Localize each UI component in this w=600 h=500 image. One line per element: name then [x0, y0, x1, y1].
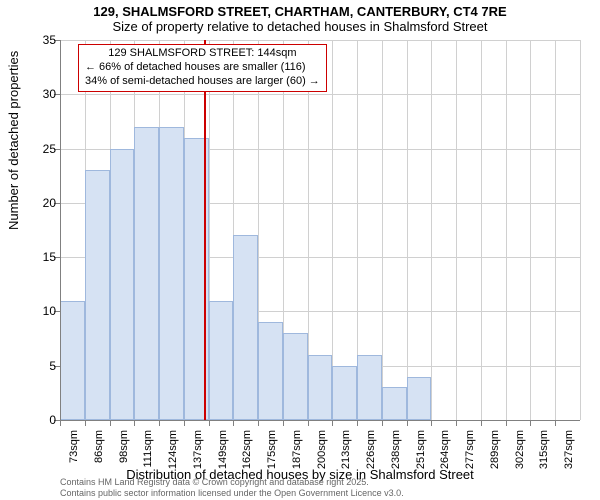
x-tick-label: 111sqm: [142, 430, 154, 480]
grid-line-v: [481, 40, 482, 420]
histogram-bar: [357, 355, 382, 420]
y-tick-label: 35: [43, 33, 56, 47]
annotation-box: 129 SHALMSFORD STREET: 144sqm← 66% of de…: [78, 44, 327, 92]
annotation-line1: 129 SHALMSFORD STREET: 144sqm: [85, 47, 320, 61]
y-tick-label: 10: [43, 304, 56, 318]
y-tick-label: 20: [43, 196, 56, 210]
histogram-bar: [60, 301, 85, 420]
histogram-bar: [308, 355, 333, 420]
grid-line-v: [506, 40, 507, 420]
histogram-bar: [159, 127, 184, 420]
x-tick-label: 251sqm: [415, 430, 427, 480]
y-tick-label: 5: [49, 359, 56, 373]
x-tick-label: 175sqm: [266, 430, 278, 480]
annotation-line3: 34% of semi-detached houses are larger (…: [85, 75, 320, 89]
y-axis-line: [60, 40, 61, 420]
histogram-bar: [85, 170, 110, 420]
x-tick-label: 277sqm: [464, 430, 476, 480]
titles: 129, SHALMSFORD STREET, CHARTHAM, CANTER…: [0, 0, 600, 34]
grid-line-v: [431, 40, 432, 420]
x-tick-label: 302sqm: [514, 430, 526, 480]
footer-line1: Contains HM Land Registry data © Crown c…: [60, 477, 404, 487]
x-tick-label: 149sqm: [217, 430, 229, 480]
y-tick-label: 0: [49, 413, 56, 427]
grid-line-v: [382, 40, 383, 420]
title-sub: Size of property relative to detached ho…: [0, 19, 600, 34]
grid-line-v: [530, 40, 531, 420]
histogram-bar: [258, 322, 283, 420]
x-tick-label: 73sqm: [68, 430, 80, 480]
x-tick-label: 187sqm: [291, 430, 303, 480]
x-axis-line: [60, 420, 580, 421]
x-tick-label: 213sqm: [340, 430, 352, 480]
histogram-bar: [134, 127, 159, 420]
x-tick-label: 137sqm: [192, 430, 204, 480]
histogram-bar: [209, 301, 234, 420]
histogram-bar: [110, 149, 135, 420]
x-tick-label: 98sqm: [118, 430, 130, 480]
grid-line-h: [60, 40, 580, 41]
annotation-line2: ← 66% of detached houses are smaller (11…: [85, 61, 320, 75]
x-tick-label: 162sqm: [241, 430, 253, 480]
x-tick-label: 124sqm: [167, 430, 179, 480]
grid-line-v: [332, 40, 333, 420]
chart-container: 129, SHALMSFORD STREET, CHARTHAM, CANTER…: [0, 0, 600, 500]
y-tick-label: 15: [43, 250, 56, 264]
footer-line2: Contains public sector information licen…: [60, 488, 404, 498]
footer: Contains HM Land Registry data © Crown c…: [60, 477, 404, 498]
grid-line-v: [555, 40, 556, 420]
x-tick-label: 289sqm: [489, 430, 501, 480]
y-axis-label: Number of detached properties: [6, 51, 21, 230]
grid-line-v: [407, 40, 408, 420]
x-tick-label: 226sqm: [365, 430, 377, 480]
x-tick-label: 86sqm: [93, 430, 105, 480]
x-tick-label: 238sqm: [390, 430, 402, 480]
histogram-bar: [233, 235, 258, 420]
y-tick-label: 25: [43, 142, 56, 156]
y-tick-label: 30: [43, 87, 56, 101]
grid-line-v: [580, 40, 581, 420]
grid-line-v: [456, 40, 457, 420]
histogram-bar: [332, 366, 357, 420]
marker-line: [204, 40, 206, 420]
x-tick-label: 200sqm: [316, 430, 328, 480]
plot-area: 0510152025303573sqm86sqm98sqm111sqm124sq…: [60, 40, 580, 420]
x-tick-label: 327sqm: [563, 430, 575, 480]
histogram-bar: [407, 377, 432, 420]
histogram-bar: [382, 387, 407, 420]
grid-line-h: [60, 94, 580, 95]
x-tick-label: 315sqm: [538, 430, 550, 480]
x-tick-label: 264sqm: [439, 430, 451, 480]
histogram-bar: [283, 333, 308, 420]
title-main: 129, SHALMSFORD STREET, CHARTHAM, CANTER…: [0, 4, 600, 19]
